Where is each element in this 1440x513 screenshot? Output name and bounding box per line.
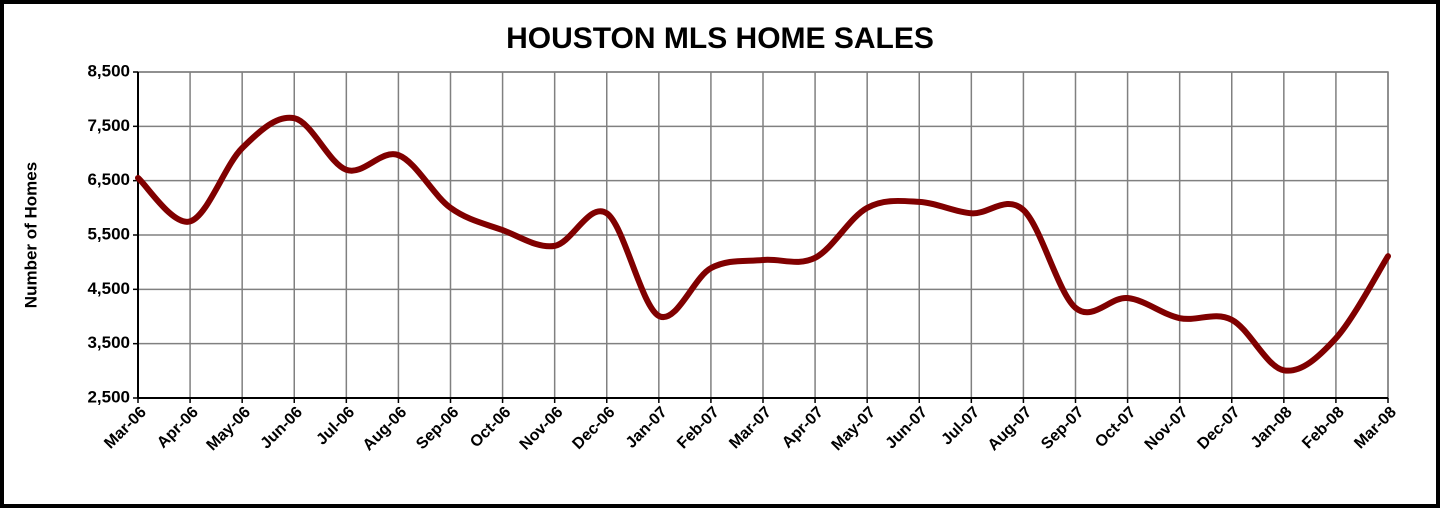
y-axis-label: Number of Homes	[21, 162, 40, 308]
y-tick-label: 5,500	[87, 224, 130, 243]
y-tick-label: 3,500	[87, 333, 130, 352]
y-tick-label: 2,500	[87, 387, 130, 406]
y-tick-label: 7,500	[87, 116, 130, 135]
y-tick-label: 8,500	[87, 61, 130, 80]
line-series	[135, 114, 1391, 374]
chart-title: HOUSTON MLS HOME SALES	[506, 22, 934, 55]
y-tick-label: 4,500	[87, 279, 130, 298]
y-tick-label: 6,500	[87, 170, 130, 189]
